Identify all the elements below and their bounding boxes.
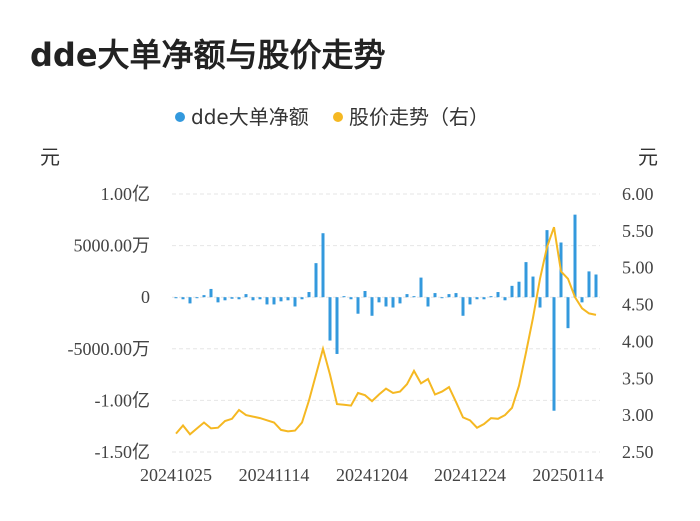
- right-tick-label: 4.50: [622, 295, 654, 315]
- right-axis-ticks: 6.00 5.50 5.00 4.50 4.00 3.50 3.00 2.50: [622, 184, 654, 462]
- dde-bar: [587, 271, 591, 298]
- dde-bar: [230, 297, 234, 299]
- x-tick-label: 20250114: [532, 465, 603, 485]
- dde-bar: [440, 297, 444, 299]
- dde-bar: [482, 297, 486, 300]
- dde-bar: [363, 291, 367, 298]
- dde-bar: [433, 293, 437, 298]
- dde-bar: [314, 263, 318, 298]
- dde-bar: [405, 294, 409, 298]
- dde-bar: [552, 297, 556, 411]
- legend: dde大单净额 股价走势（右）: [175, 105, 489, 129]
- dde-bar: [251, 297, 255, 301]
- x-tick-label: 20241114: [239, 465, 310, 485]
- dde-bar: [468, 297, 472, 305]
- legend-line-label: 股价走势（右）: [349, 105, 489, 129]
- dde-bar: [447, 294, 451, 298]
- dde-bar: [594, 274, 598, 298]
- dde-bar: [496, 292, 500, 298]
- dde-bar: [223, 297, 227, 301]
- legend-line-marker: [333, 112, 343, 122]
- right-tick-label: 6.00: [622, 184, 654, 204]
- chart-title: dde大单净额与股价走势: [30, 36, 386, 74]
- dde-bar: [342, 296, 346, 298]
- left-tick-label: -1.00亿: [95, 390, 151, 410]
- dde-bar: [335, 297, 339, 354]
- legend-bar-label: dde大单净额: [191, 105, 309, 129]
- dde-bar: [517, 281, 521, 298]
- price-line: [175, 226, 597, 436]
- dde-bar: [384, 297, 388, 307]
- dde-bar: [566, 297, 570, 329]
- dde-bar: [531, 276, 535, 298]
- dde-bar: [265, 297, 269, 305]
- dde-bar: [272, 297, 276, 305]
- dde-bar: [181, 297, 185, 300]
- dde-bar: [328, 297, 332, 341]
- dde-bar: [209, 288, 213, 298]
- right-tick-label: 2.50: [622, 442, 654, 462]
- dde-bar: [293, 297, 297, 307]
- left-axis-unit: 元: [40, 145, 60, 169]
- dde-bar: [475, 297, 479, 300]
- dde-bar: [370, 297, 374, 316]
- x-tick-label: 20241025: [140, 465, 212, 485]
- dde-bar: [545, 230, 549, 298]
- dde-bar: [174, 297, 178, 299]
- right-tick-label: 3.50: [622, 368, 654, 388]
- x-tick-label: 20241224: [434, 465, 506, 485]
- right-axis-unit: 元: [638, 145, 658, 169]
- right-tick-label: 5.00: [622, 258, 654, 278]
- bar-series: [174, 214, 598, 411]
- dde-bar: [356, 297, 360, 314]
- dde-bar: [573, 214, 577, 298]
- left-axis-ticks: 1.00亿 5000.00万 0 -5000.00万 -1.00亿 -1.50亿: [68, 184, 151, 462]
- dde-bar: [195, 297, 199, 299]
- dde-bar: [412, 296, 416, 298]
- x-axis-ticks: 20241025 20241114 20241204 20241224 20250114: [140, 465, 604, 485]
- right-tick-label: 5.50: [622, 221, 654, 241]
- dde-bar: [391, 297, 395, 308]
- dde-bar: [300, 297, 304, 300]
- dde-bar: [461, 297, 465, 316]
- dde-bar: [510, 285, 514, 298]
- dde-bar: [307, 292, 311, 298]
- dde-bar: [279, 297, 283, 302]
- dde-bar: [454, 293, 458, 298]
- left-tick-label: 0: [141, 287, 150, 307]
- dde-bar: [237, 297, 241, 300]
- x-tick-label: 20241204: [336, 465, 408, 485]
- dde-bar: [349, 297, 353, 300]
- dde-bar: [202, 295, 206, 298]
- dde-bar: [286, 297, 290, 301]
- dde-bar: [398, 297, 402, 304]
- dde-bar: [426, 297, 430, 307]
- dde-bar: [580, 297, 584, 303]
- dde-bar: [216, 297, 220, 303]
- dde-bar: [538, 297, 542, 308]
- dde-bar: [321, 233, 325, 298]
- right-tick-label: 4.00: [622, 331, 654, 351]
- dde-bar: [258, 297, 262, 300]
- left-tick-label: 1.00亿: [101, 184, 151, 204]
- dde-bar: [244, 294, 248, 298]
- right-tick-label: 3.00: [622, 405, 654, 425]
- dde-bar: [188, 297, 192, 304]
- legend-bar-marker: [175, 112, 185, 122]
- left-tick-label: -1.50亿: [95, 442, 151, 462]
- dde-bar: [503, 297, 507, 301]
- dde-bar: [419, 277, 423, 298]
- left-tick-label: 5000.00万: [74, 236, 151, 256]
- dde-bar: [377, 297, 381, 303]
- grid-lines: [172, 193, 600, 453]
- left-tick-label: -5000.00万: [68, 339, 151, 359]
- dde-bar: [524, 262, 528, 298]
- dde-bar: [489, 296, 493, 298]
